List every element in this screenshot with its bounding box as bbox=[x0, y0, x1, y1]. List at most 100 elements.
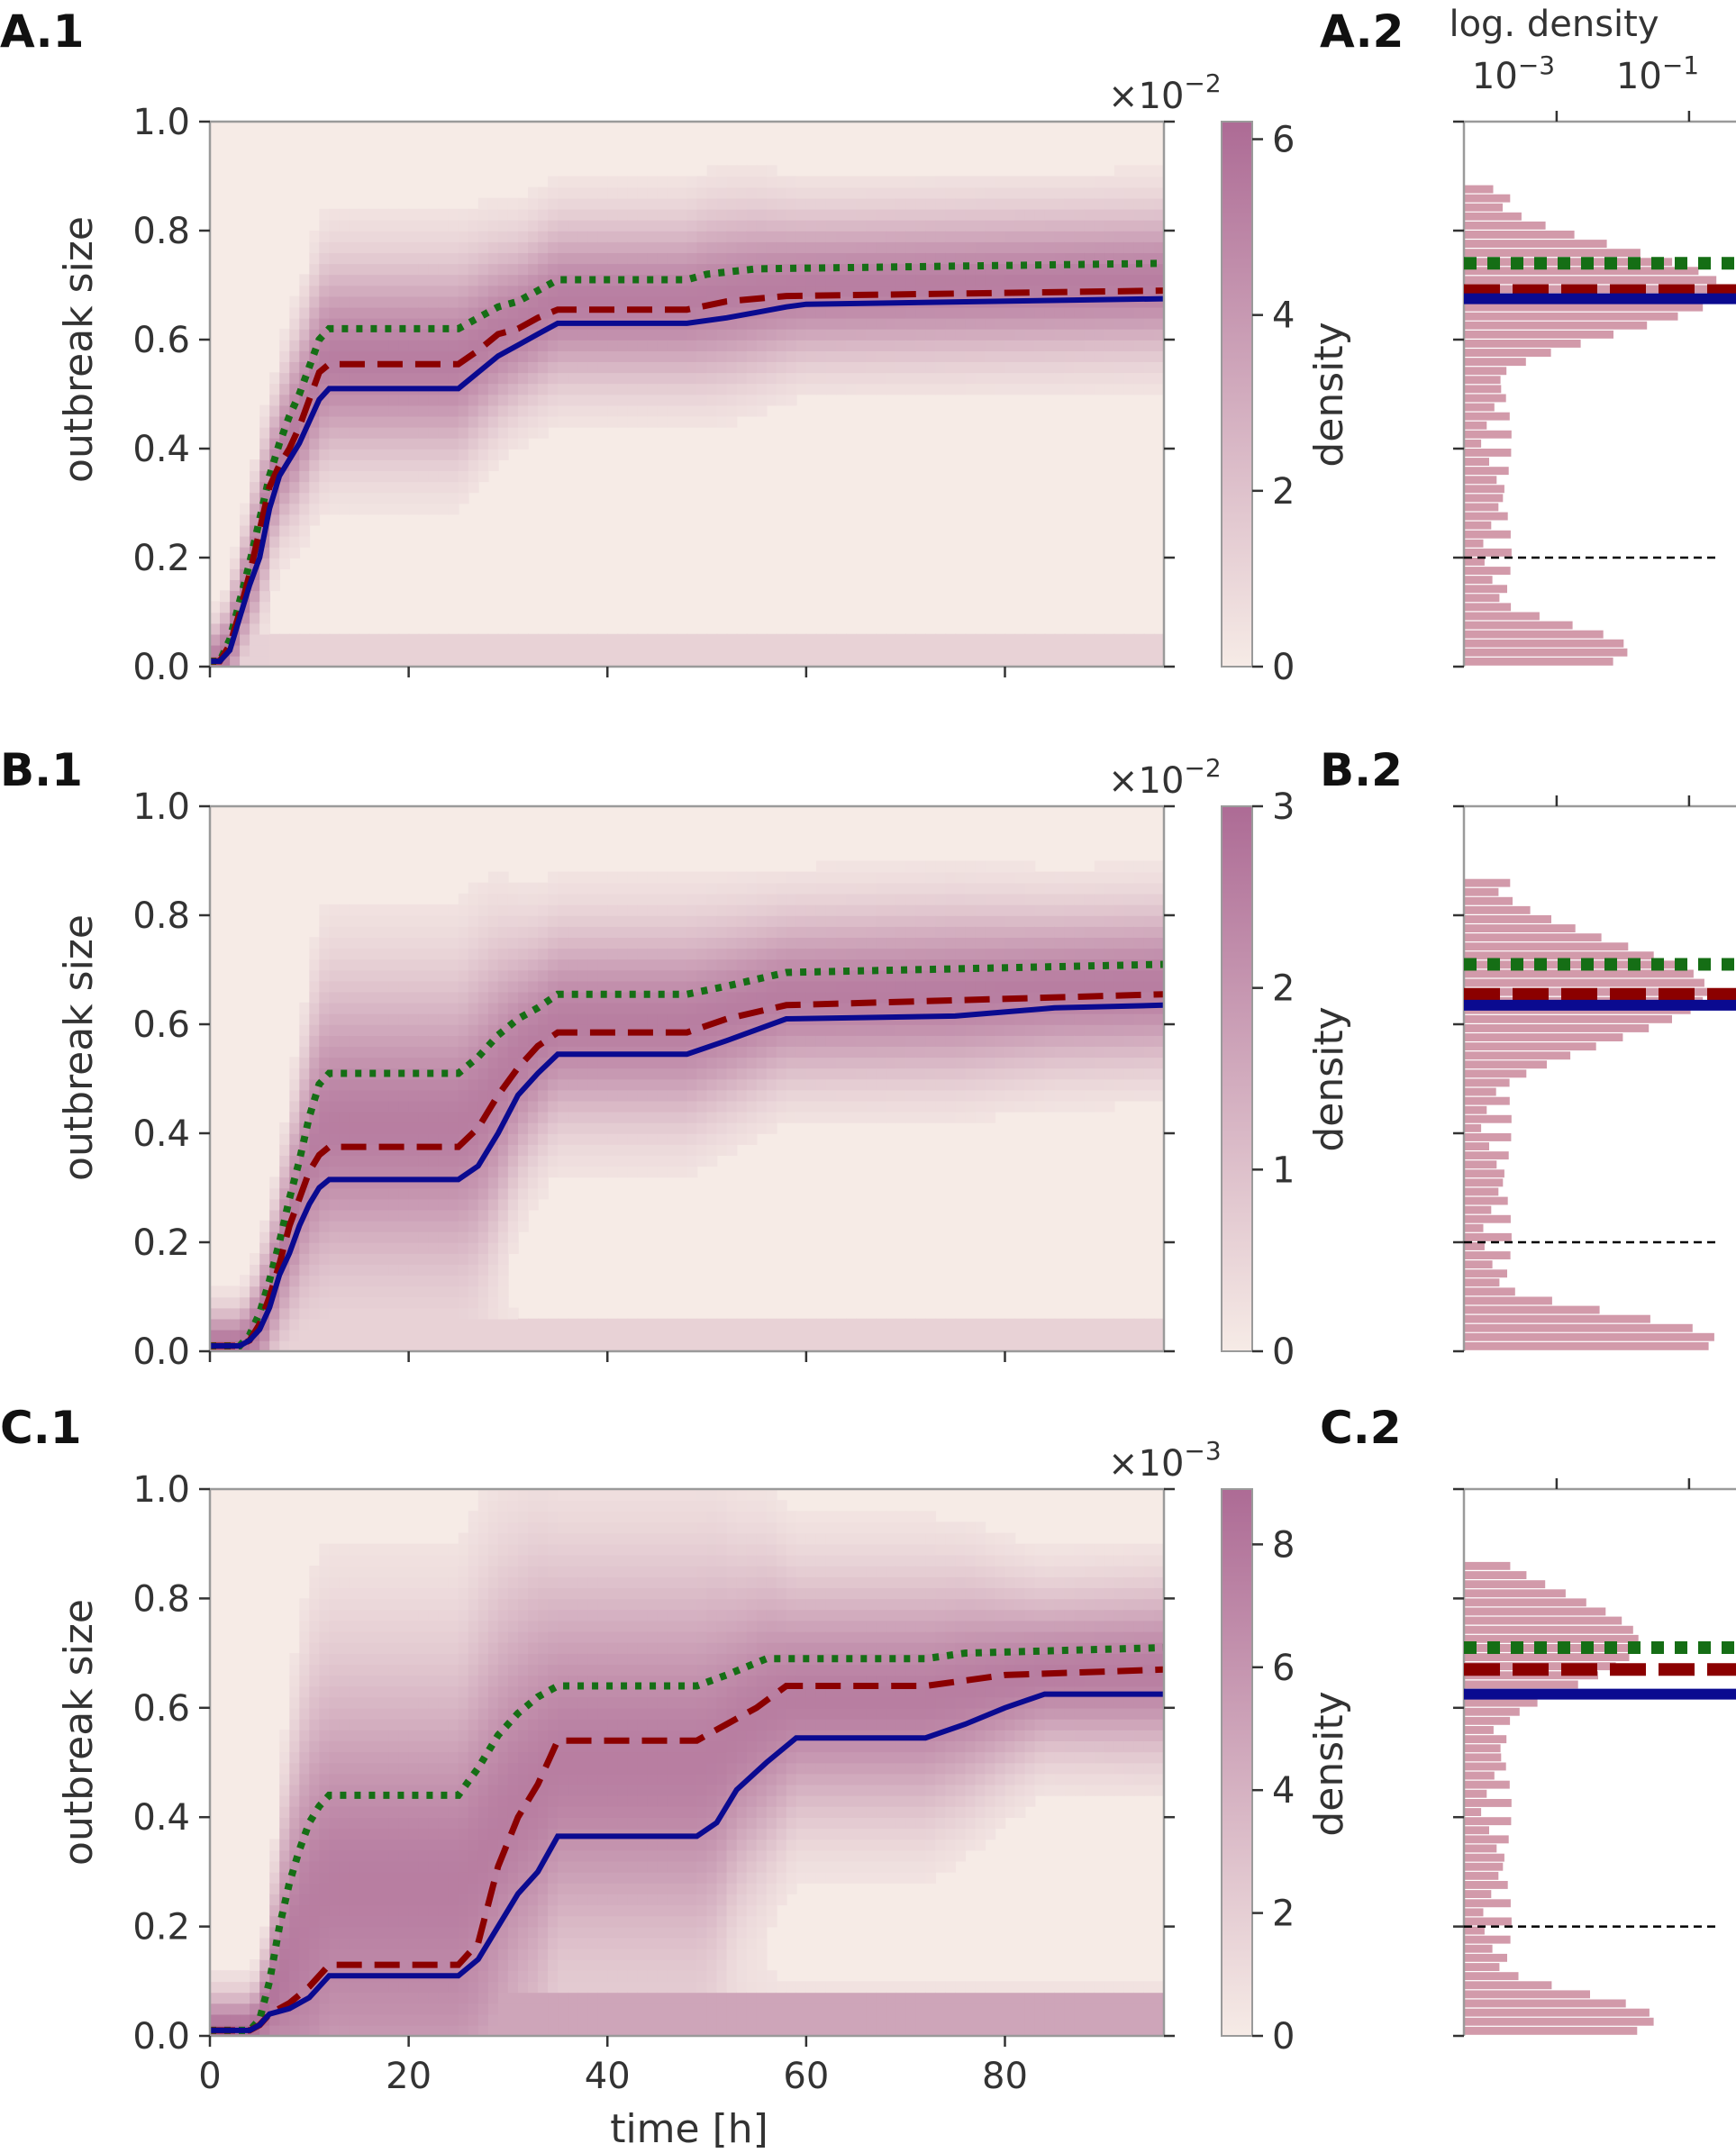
heatmap-cell bbox=[448, 1340, 459, 1352]
heatmap-cell bbox=[497, 991, 509, 1004]
heatmap-cell bbox=[985, 860, 996, 873]
heatmap-cell bbox=[915, 655, 926, 668]
heatmap-cell bbox=[349, 295, 360, 308]
heatmap-cell bbox=[706, 1111, 718, 1123]
heatmap-cell bbox=[647, 1122, 659, 1134]
heatmap-cell bbox=[279, 1155, 290, 1167]
heatmap-cell bbox=[756, 1035, 768, 1047]
heatmap-cell bbox=[786, 1067, 797, 1080]
heatmap-cell bbox=[627, 1155, 639, 1167]
heatmap-cell bbox=[1143, 328, 1155, 341]
heatmap-cell bbox=[477, 1100, 489, 1113]
heatmap-cell bbox=[279, 383, 290, 395]
heatmap-cell bbox=[985, 241, 996, 253]
heatmap-cell bbox=[925, 383, 937, 395]
heatmap-cell bbox=[477, 926, 489, 938]
heatmap-cell bbox=[866, 176, 877, 188]
heatmap-cell bbox=[468, 263, 479, 276]
heatmap-cell bbox=[667, 655, 678, 668]
heatmap-cell bbox=[259, 558, 270, 569]
heatmap-cell bbox=[686, 328, 698, 341]
heatmap-cell bbox=[965, 860, 977, 873]
heatmap-cell bbox=[388, 1253, 400, 1265]
heatmap-cell bbox=[568, 1100, 578, 1113]
heatmap-cell bbox=[657, 1122, 668, 1134]
heatmap-cell bbox=[289, 415, 301, 428]
heatmap-cell bbox=[538, 915, 549, 927]
heatmap-cell bbox=[825, 860, 837, 873]
heatmap-cell bbox=[378, 1242, 390, 1254]
heatmap-cell bbox=[497, 1133, 509, 1145]
heatmap-cell bbox=[538, 644, 549, 657]
heatmap-cell bbox=[815, 372, 827, 385]
heatmap-cell bbox=[220, 612, 231, 624]
heatmap-cell bbox=[1154, 186, 1165, 199]
heatmap-cell bbox=[945, 1329, 957, 1341]
heatmap-cell bbox=[487, 263, 499, 276]
heatmap-cell bbox=[349, 459, 360, 471]
heatmap-cell bbox=[1113, 328, 1125, 341]
colorbar-multiplier-a: ×10−2 bbox=[1108, 68, 1222, 117]
heatmap-cell bbox=[548, 904, 559, 916]
heatmap-cell bbox=[398, 1187, 410, 1200]
heatmap-cell bbox=[985, 915, 996, 927]
heatmap-cell bbox=[637, 394, 649, 406]
heatmap-cell bbox=[418, 252, 430, 265]
heatmap-cell bbox=[716, 1078, 728, 1091]
heatmap-cell bbox=[408, 644, 420, 657]
heatmap-cell bbox=[487, 241, 499, 253]
heatmap-cell bbox=[507, 1046, 519, 1058]
heatmap-cell bbox=[558, 1089, 568, 1102]
heatmap-cell bbox=[617, 1155, 629, 1167]
heatmap-cell bbox=[756, 893, 768, 905]
heatmap-cell bbox=[667, 1144, 678, 1156]
heatmap-cell bbox=[955, 1111, 967, 1123]
heatmap-cell bbox=[607, 1133, 619, 1145]
heatmap-cell bbox=[477, 263, 489, 276]
heatmap-cell bbox=[795, 655, 807, 668]
heatmap-cell bbox=[428, 1176, 440, 1189]
heatmap-cell bbox=[528, 252, 539, 265]
heatmap-cell bbox=[647, 915, 659, 927]
heatmap-cell bbox=[309, 285, 321, 297]
heatmap-cell bbox=[388, 481, 400, 494]
heatmap-cell bbox=[339, 915, 350, 927]
heatmap-cell bbox=[458, 361, 469, 374]
heatmap-cell bbox=[428, 285, 440, 297]
heatmap-cell bbox=[836, 991, 847, 1004]
heatmap-cell bbox=[468, 208, 479, 221]
density-axis-label: log. density bbox=[1449, 4, 1659, 45]
heatmap-cell bbox=[477, 1067, 489, 1080]
heatmap-cell bbox=[925, 1340, 937, 1352]
heatmap-cell bbox=[627, 241, 639, 253]
heatmap-cell bbox=[866, 1002, 877, 1014]
heatmap-cell bbox=[696, 1089, 708, 1102]
heatmap-cell bbox=[558, 980, 568, 993]
heatmap-cell bbox=[706, 1133, 718, 1145]
heatmap-cell bbox=[368, 231, 380, 242]
heatmap-cell bbox=[637, 871, 649, 884]
heatmap-cell bbox=[825, 350, 837, 362]
heatmap-cell bbox=[329, 1035, 341, 1047]
heatmap-cell bbox=[627, 383, 639, 395]
heatmap-cell bbox=[795, 1111, 807, 1123]
heatmap-cell bbox=[468, 449, 479, 460]
heatmap-cell bbox=[995, 176, 1006, 188]
heatmap-cell bbox=[577, 958, 588, 971]
heatmap-cell bbox=[587, 1078, 598, 1091]
heatmap-cell bbox=[1154, 219, 1165, 232]
heatmap-cell bbox=[647, 1013, 659, 1025]
heatmap-cell bbox=[597, 1318, 608, 1331]
heatmap-cell bbox=[696, 937, 708, 949]
heatmap-cell bbox=[647, 958, 659, 971]
heatmap-cell bbox=[339, 1275, 350, 1287]
heatmap-cell bbox=[1004, 948, 1016, 960]
heatmap-cell bbox=[568, 1089, 578, 1102]
heatmap-cell bbox=[497, 1340, 509, 1352]
heatmap-cell bbox=[846, 904, 857, 916]
heatmap-cell bbox=[398, 1057, 410, 1069]
heatmap-cell bbox=[299, 492, 311, 504]
heatmap-cell bbox=[637, 186, 649, 199]
heatmap-cell bbox=[497, 969, 509, 982]
heatmap-cell bbox=[1014, 1035, 1026, 1047]
